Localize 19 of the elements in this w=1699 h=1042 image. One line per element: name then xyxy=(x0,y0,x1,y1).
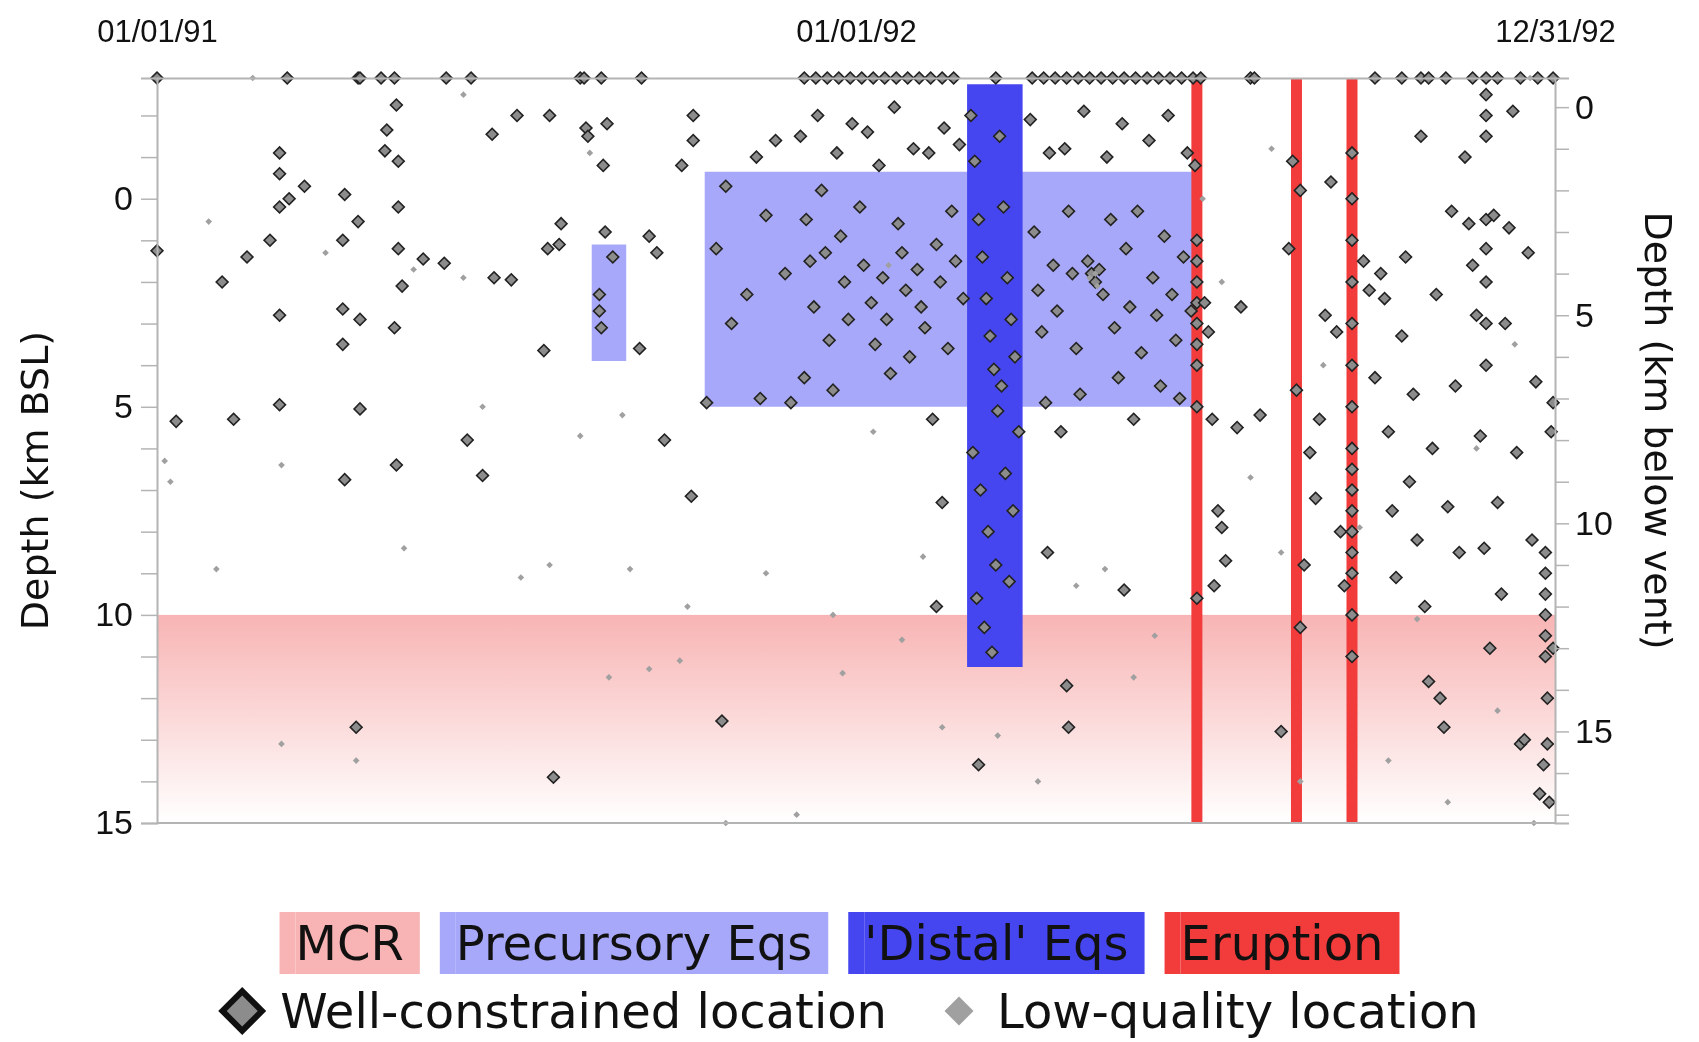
legend-label: Eruption xyxy=(1180,915,1384,972)
legend-label: Precursory Eqs xyxy=(455,915,813,972)
y-tick-label: 5 xyxy=(114,387,133,426)
x-tick-label: 01/01/92 xyxy=(796,14,917,49)
legend-label: MCR xyxy=(295,915,404,972)
y2-tick-label: 10 xyxy=(1575,503,1613,542)
y-tick-label: 0 xyxy=(114,179,133,218)
x-tick-label: 01/01/91 xyxy=(97,14,218,49)
legend-label: 'Distal' Eqs xyxy=(864,915,1129,972)
y2-tick-label: 0 xyxy=(1575,87,1594,126)
legend-label: Low-quality location xyxy=(997,983,1479,1040)
y-tick-label: 10 xyxy=(95,595,133,634)
x-tick-label: 12/31/92 xyxy=(1495,14,1616,49)
y2-tick-label: 5 xyxy=(1575,295,1594,334)
y2-axis-title: Depth (km below vent) xyxy=(1636,211,1680,650)
y2-tick-label: 15 xyxy=(1575,711,1613,750)
y-tick-label: 15 xyxy=(95,803,133,842)
y-axis-title: Depth (km BSL) xyxy=(13,330,57,631)
legend-label: Well-constrained location xyxy=(280,983,888,1040)
